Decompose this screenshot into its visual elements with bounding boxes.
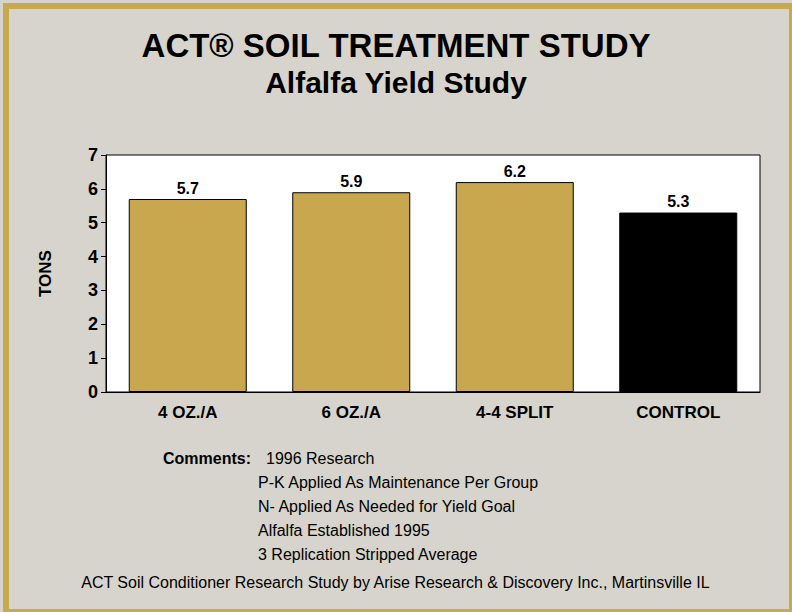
svg-text:Alfalfa Yield Study: Alfalfa Yield Study <box>265 66 527 99</box>
svg-text:0: 0 <box>88 382 98 402</box>
svg-text:ACT Soil Conditioner Research: ACT Soil Conditioner Research Study by A… <box>81 574 710 591</box>
svg-text:5: 5 <box>88 213 98 233</box>
svg-text:CONTROL: CONTROL <box>636 403 720 422</box>
svg-text:3 Replication Stripped Average: 3 Replication Stripped Average <box>258 546 478 563</box>
svg-text:1: 1 <box>88 348 98 368</box>
svg-text:ACT® SOIL TREATMENT STUDY: ACT® SOIL TREATMENT STUDY <box>142 27 651 64</box>
svg-text:5.7: 5.7 <box>177 180 199 197</box>
svg-text:7: 7 <box>88 145 98 165</box>
svg-text:6: 6 <box>88 179 98 199</box>
svg-text:2: 2 <box>88 314 98 334</box>
svg-text:4-4 SPLIT: 4-4 SPLIT <box>476 403 554 422</box>
svg-text:Alfalfa Established 1995: Alfalfa Established 1995 <box>258 522 430 539</box>
svg-text:5.3: 5.3 <box>667 193 689 210</box>
svg-text:Comments:: Comments: <box>163 450 251 467</box>
svg-text:4 OZ./A: 4 OZ./A <box>158 403 218 422</box>
svg-text:N- Applied As Needed for Yield: N- Applied As Needed for Yield Goal <box>258 498 515 515</box>
svg-text:3: 3 <box>88 280 98 300</box>
svg-text:P-K Applied As Maintenance Per: P-K Applied As Maintenance Per Group <box>258 474 538 491</box>
svg-text:1996 Research: 1996 Research <box>266 450 375 467</box>
svg-text:4: 4 <box>88 247 98 267</box>
svg-text:6 OZ./A: 6 OZ./A <box>321 403 381 422</box>
svg-text:TONS: TONS <box>36 250 55 297</box>
svg-text:5.9: 5.9 <box>340 173 362 190</box>
svg-text:6.2: 6.2 <box>504 163 526 180</box>
